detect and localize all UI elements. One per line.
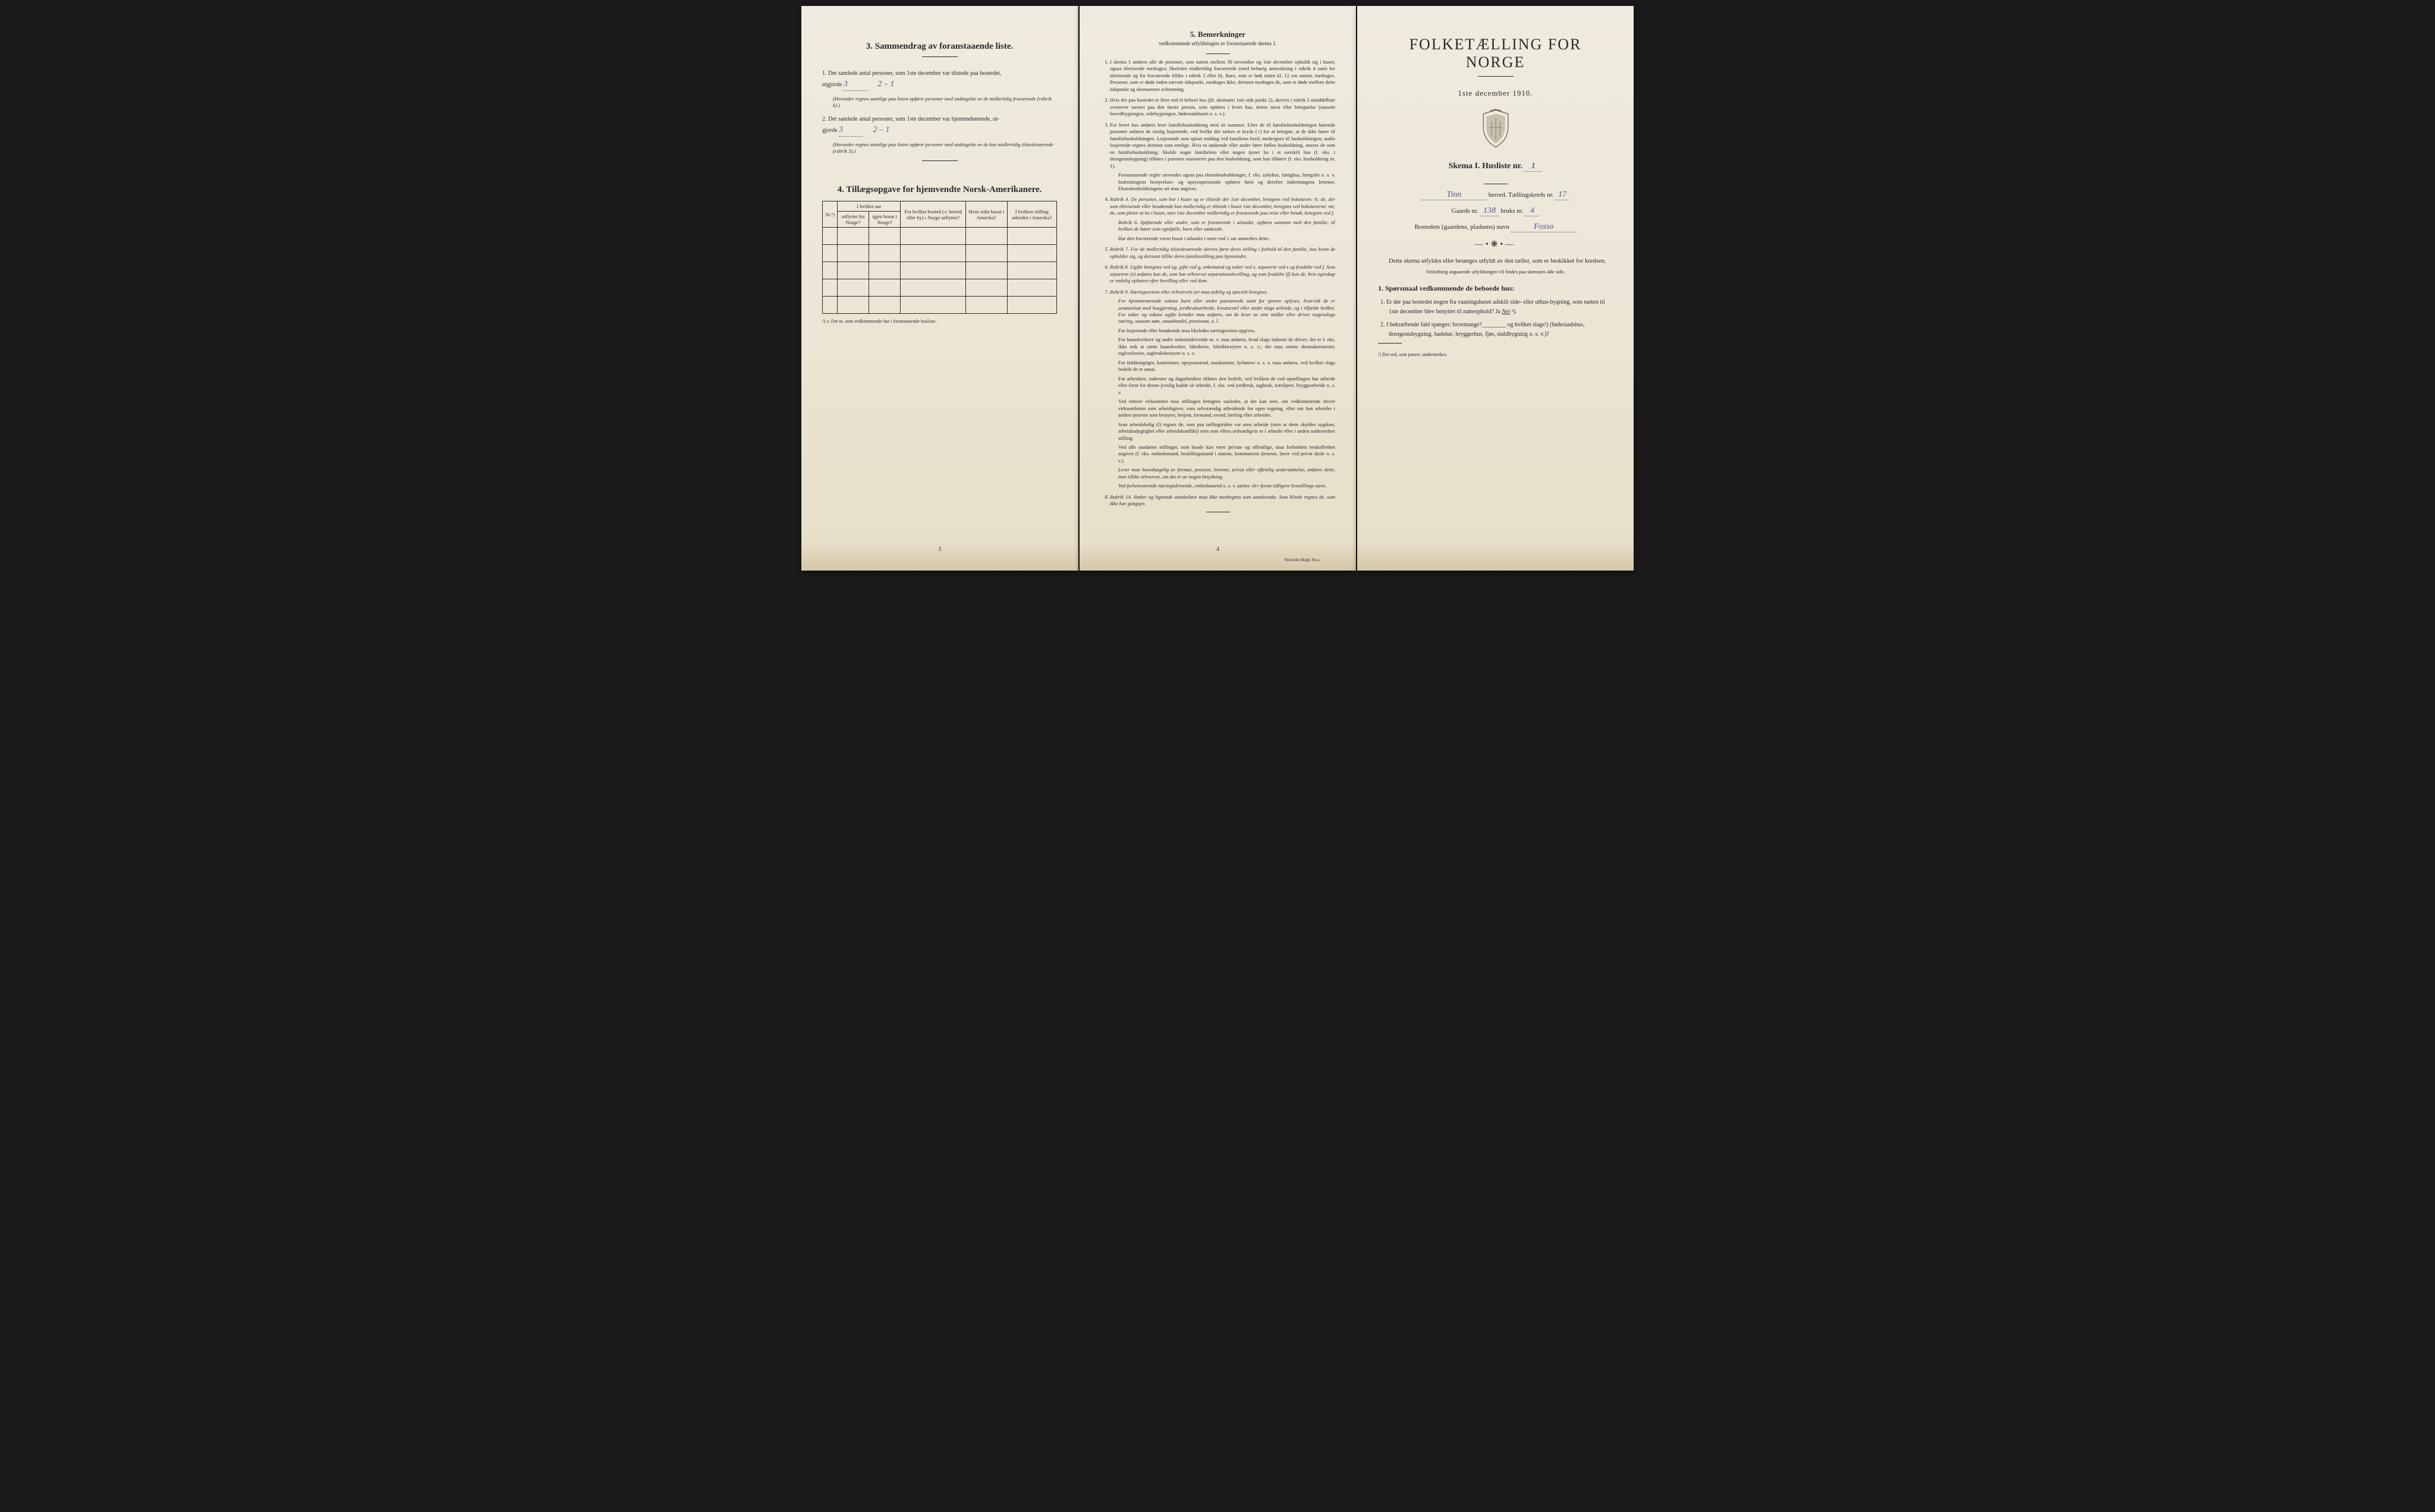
table-row — [823, 245, 1057, 262]
ornament-icon: ―•❋•― — [1378, 240, 1613, 250]
tilleg-table: Nr.¹) I hvilket aar Fra hvilket bosted (… — [822, 201, 1057, 314]
page-4: 5. Bemerkninger vedkommende utfyldningen… — [1080, 6, 1356, 571]
table-row — [823, 279, 1057, 297]
utgjorde-label: utgjorde — [822, 81, 842, 88]
col-igjen: igjen bosat i Norge? — [869, 212, 901, 228]
answer-nei: Nei — [1502, 308, 1510, 315]
value-2a: 3 — [839, 125, 843, 134]
fill-blank: 3 — [844, 78, 867, 91]
remarks-list: I skema 1 anføres alle de personer, som … — [1100, 59, 1335, 508]
item-2-lead: 2. Det samlede antal personer, som 1ste … — [822, 116, 999, 122]
remark-5: Rubrik 7. For de midlertidig tilstedevær… — [1110, 246, 1335, 260]
col-stilling: I hvilken stilling arbeidet i Amerika? — [1007, 201, 1056, 228]
col-nr: Nr.¹) — [823, 201, 838, 228]
item-1-lead: 1. Det samlede antal personer, som 1ste … — [822, 70, 1001, 77]
value-1b: 2 – 1 — [877, 80, 894, 89]
remark-8: Rubrik 14. Sinker og lignende aandssløve… — [1110, 494, 1335, 508]
herred-line: Tinn herred. Tællingskreds nr. 17 — [1378, 190, 1613, 200]
remark-3: For hvert hus anføres hver familiehushol… — [1110, 122, 1335, 193]
page-1-cover: FOLKETÆLLING FOR NORGE 1ste december 191… — [1357, 6, 1634, 571]
table-footnote: ¹) ɔ: Det nr. som vedkommende har i fora… — [822, 319, 1057, 324]
remark-7: Rubrik 9. Næringsveiens eller erhvervets… — [1110, 289, 1335, 490]
right-footnote: ¹) Det ord, som passer, understrekes. — [1378, 352, 1613, 357]
table-header-row: Nr.¹) I hvilket aar Fra hvilket bosted (… — [823, 201, 1057, 212]
intro-text: Dette skema utfyldes eller besørges utfy… — [1378, 257, 1613, 266]
remark-2: Hvis der paa bostedet er flere end ét be… — [1110, 97, 1335, 117]
bruks-value: 4 — [1530, 206, 1534, 215]
page-number: 3 — [801, 546, 1078, 553]
col-utflyttet: utflyttet fra Norge? — [838, 212, 869, 228]
rule — [1206, 53, 1230, 54]
section-5-subtitle: vedkommende utfyldningen av foranstaaend… — [1100, 40, 1335, 46]
value-1a: 3 — [844, 80, 848, 89]
page-number: 4 — [1080, 546, 1356, 553]
rule — [1378, 343, 1402, 344]
document-spread: 3. Sammendrag av foranstaaende liste. 1.… — [801, 6, 1634, 571]
col-hvilket: I hvilket aar — [838, 201, 901, 212]
item-1-note: (Herunder regnes samtlige paa listen opf… — [833, 96, 1057, 109]
remark-4: Rubrik 4. De personer, som bor i huset o… — [1110, 196, 1335, 242]
question-2: 2. I bekræftende fald spørges: hvormange… — [1389, 320, 1613, 339]
section-4-title: 4. Tillægsopgave for hjemvendte Norsk-Am… — [822, 185, 1057, 195]
remark-3-extra: Foranstaaende regler anvendes ogsaa paa … — [1118, 172, 1335, 192]
gaards-line: Gaards nr. 138 bruks nr. 4 — [1378, 206, 1613, 216]
table-row — [823, 228, 1057, 245]
value-2b: 2 – 1 — [873, 125, 890, 134]
rule — [922, 56, 958, 57]
remark-1: I skema 1 anføres alle de personer, som … — [1110, 59, 1335, 93]
fill-blank: 3 — [839, 124, 863, 137]
gaards-value: 138 — [1483, 206, 1496, 215]
husliste-nr: 1 — [1531, 162, 1536, 171]
skema-line: Skema I. Husliste nr. 1 — [1378, 162, 1613, 172]
col-hvor-sidst: Hvor sidst bosat i Amerika? — [965, 201, 1007, 228]
bosted-line: Bostedets (gaardens, pladsens) navn Foss… — [1378, 222, 1613, 232]
table-row — [823, 262, 1057, 279]
remark-4-extra1: Rubrik 6. Sjøfarende eller andre, som er… — [1118, 219, 1335, 233]
section-5-title: 5. Bemerkninger — [1100, 30, 1335, 39]
question-1: 1. Er der paa bostedet nogen fra vaaning… — [1389, 298, 1613, 317]
coat-of-arms-icon — [1378, 109, 1613, 151]
gjorde-label: gjorde — [822, 127, 838, 134]
bosted-value: Fosso — [1534, 222, 1553, 231]
col-fra-bosted: Fra hvilket bosted (ɔ: herred eller by) … — [901, 201, 965, 228]
summary-item-2: 2. Det samlede antal personer, som 1ste … — [822, 115, 1057, 137]
section-3-title: 3. Sammendrag av foranstaaende liste. — [822, 42, 1057, 52]
rule — [922, 160, 958, 161]
question-heading: 1. Spørsmaal vedkommende de beboede hus: — [1378, 284, 1613, 293]
table-row — [823, 297, 1057, 314]
kreds-value: 17 — [1558, 190, 1566, 199]
page-3: 3. Sammendrag av foranstaaende liste. 1.… — [801, 6, 1078, 571]
herred-value: Tinn — [1446, 190, 1461, 199]
summary-item-1: 1. Det samlede antal personer, som 1ste … — [822, 69, 1057, 91]
census-title: FOLKETÆLLING FOR NORGE — [1378, 36, 1613, 71]
printer-mark: Steen'ske Bogtr. Kr.a. — [1284, 557, 1320, 562]
remark-6: Rubrik 8. Ugifte betegnes ved ug, gifte … — [1110, 264, 1335, 284]
census-date: 1ste december 1910. — [1378, 89, 1613, 98]
rule — [1478, 76, 1514, 77]
remark-4-extra2: Har den fraværende været bosat i utlande… — [1118, 235, 1335, 242]
item-2-note: (Herunder regnes samtlige paa listen opf… — [833, 141, 1057, 155]
intro-sub: Veiledning angaaende utfyldningen vil fi… — [1378, 269, 1613, 275]
